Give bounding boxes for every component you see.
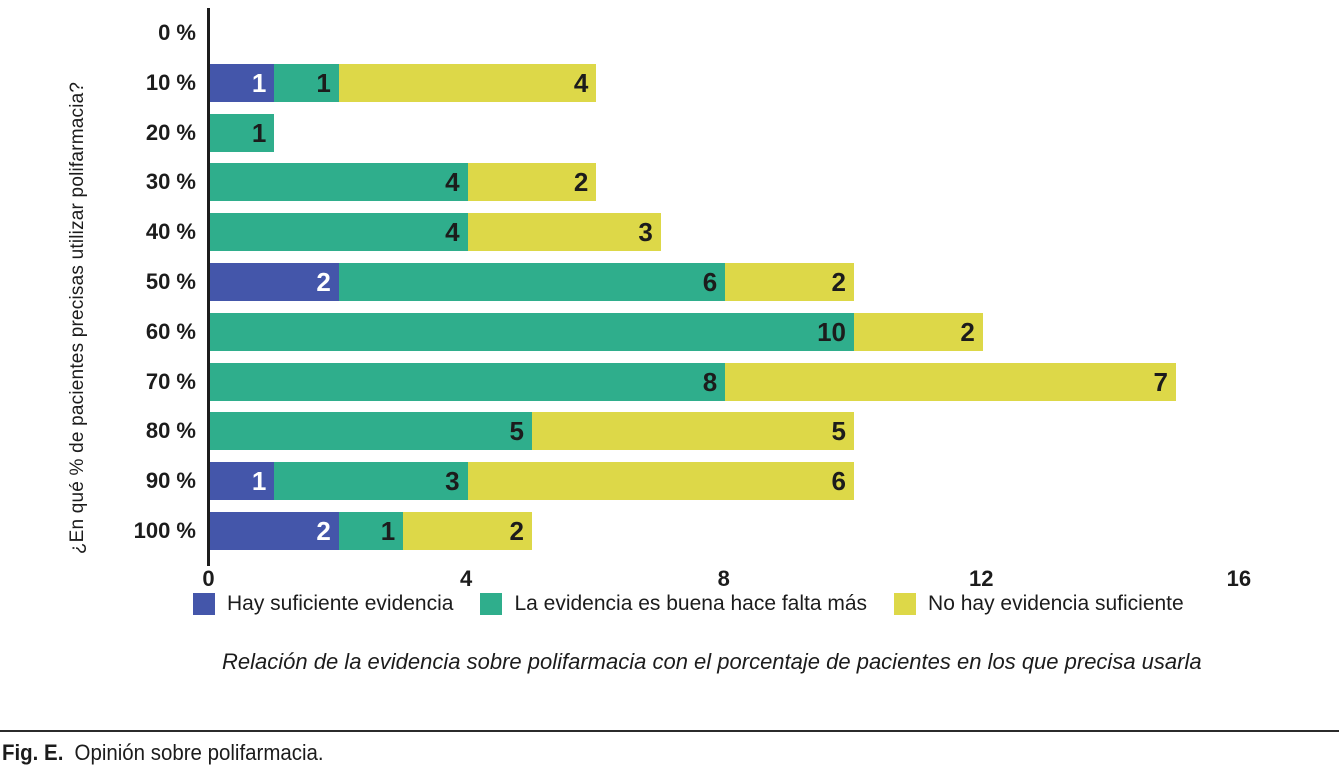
legend-swatch-icon bbox=[480, 593, 503, 615]
legend-label: Hay suficiente evidencia bbox=[227, 592, 454, 615]
bar-segment: 1 bbox=[210, 113, 275, 152]
bar-segment: 5 bbox=[210, 412, 532, 451]
bar-row-60%: 10 2 bbox=[210, 312, 1240, 351]
bar-row-20%: 1 bbox=[210, 113, 1240, 152]
bar-segment: 1 bbox=[210, 462, 275, 501]
bar-segment: 5 bbox=[532, 412, 854, 451]
x-tick-label: 4 bbox=[459, 566, 473, 591]
bar-segment: 3 bbox=[274, 462, 468, 501]
bar-segment: 6 bbox=[338, 263, 726, 301]
legend-label: No hay evidencia suficiente bbox=[928, 592, 1184, 615]
figure-label: Fig. E. bbox=[2, 740, 64, 765]
legend-swatch-icon bbox=[894, 593, 917, 615]
chart-caption: Relación de la evidencia sobre polifarma… bbox=[222, 647, 1222, 677]
x-tick-label: 16 bbox=[1226, 566, 1252, 591]
x-tick-label: 0 bbox=[202, 566, 215, 591]
y-tick-label: 70 % bbox=[145, 368, 196, 394]
y-tick-label: 40 % bbox=[145, 219, 196, 245]
bar-row-0% bbox=[210, 14, 1240, 52]
y-tick-label: 80 % bbox=[145, 418, 196, 444]
bar-segment: 6 bbox=[467, 462, 854, 501]
bar-segment: 4 bbox=[338, 63, 597, 102]
y-tick-label: 20 % bbox=[145, 119, 196, 145]
legend-item: La evidencia es buena hace falta más bbox=[480, 592, 867, 616]
bar-segment: 2 bbox=[403, 512, 532, 550]
legend-label: La evidencia es buena hace falta más bbox=[514, 592, 868, 615]
y-tick-label: 60 % bbox=[145, 318, 196, 344]
divider-line bbox=[0, 730, 1339, 732]
x-tick-label: 12 bbox=[969, 566, 994, 591]
bar-segment: 4 bbox=[210, 213, 468, 252]
figure-caption: Fig. E. Opinión sobre polifarmacia. bbox=[2, 740, 324, 766]
y-tick-label: 90 % bbox=[145, 468, 196, 494]
bar-segment: 8 bbox=[210, 362, 726, 401]
legend-item: No hay evidencia suficiente bbox=[894, 592, 1184, 616]
bar-segment: 2 bbox=[725, 263, 854, 301]
bar-segment: 2 bbox=[210, 263, 339, 301]
bar-segment: 1 bbox=[274, 63, 339, 102]
bar-segment: 2 bbox=[210, 512, 339, 550]
plot-area: 1 1 4 1 4 2 4 3 2 6 2 10 2 8 7 5 5 1 3 6 2 1 2 bbox=[207, 8, 1240, 566]
legend-item: Hay suficiente evidencia bbox=[193, 592, 453, 616]
y-tick-label: 100 % bbox=[133, 518, 196, 543]
figure-caption-text: Opinión sobre polifarmacia. bbox=[74, 740, 324, 765]
y-tick-label: 0 % bbox=[158, 20, 196, 45]
legend-swatch-icon bbox=[193, 593, 215, 615]
bar-segment: 10 bbox=[210, 312, 854, 351]
y-tick-label: 10 % bbox=[145, 69, 196, 95]
y-tick-label: 30 % bbox=[145, 169, 196, 195]
chart-caption-text: Relación de la evidencia sobre polifarma… bbox=[222, 649, 1202, 674]
y-tick-label: 50 % bbox=[145, 269, 196, 294]
legend: Hay suficiente evidencia La evidencia es … bbox=[193, 592, 1184, 616]
x-tick-label: 8 bbox=[717, 566, 730, 591]
bar-segment: 3 bbox=[467, 213, 661, 252]
bar-segment: 2 bbox=[467, 163, 597, 202]
bar-segment: 1 bbox=[210, 63, 275, 102]
bar-segment: 4 bbox=[210, 163, 468, 202]
bar-segment: 7 bbox=[725, 362, 1176, 401]
bar-segment: 2 bbox=[854, 312, 983, 351]
bar-segment: 1 bbox=[338, 512, 404, 550]
